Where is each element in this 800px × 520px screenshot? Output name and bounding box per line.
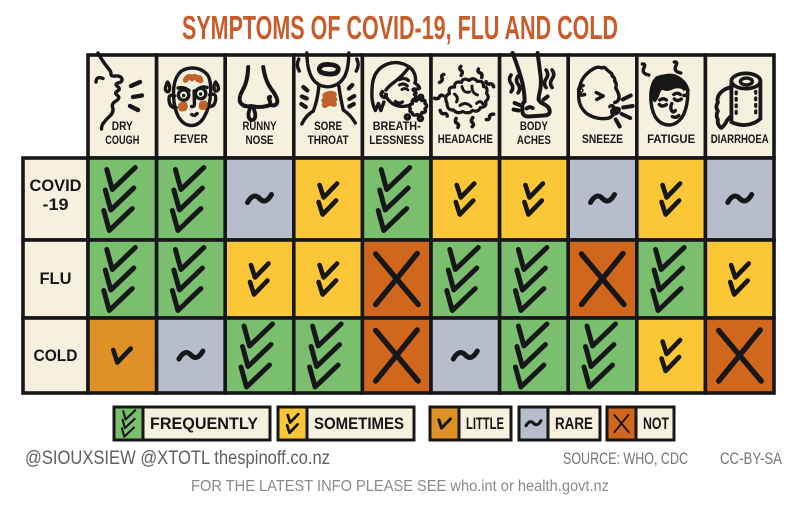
svg-text:SNEEZE: SNEEZE xyxy=(582,132,623,146)
svg-text:-19: -19 xyxy=(43,195,69,214)
svg-text:BREATH-: BREATH- xyxy=(373,119,421,133)
svg-text:CC-BY-SA: CC-BY-SA xyxy=(720,449,783,468)
svg-text:ACHES: ACHES xyxy=(517,133,551,147)
svg-text:FEVER: FEVER xyxy=(174,132,208,146)
svg-text:RUNNY: RUNNY xyxy=(243,119,277,133)
svg-text:HEADACHE: HEADACHE xyxy=(438,132,493,146)
svg-text:FREQUENTLY: FREQUENTLY xyxy=(150,415,258,433)
svg-text:BODY: BODY xyxy=(520,119,548,133)
svg-text:DRY: DRY xyxy=(112,119,133,133)
svg-text:DIARRHOEA: DIARRHOEA xyxy=(711,132,769,146)
svg-text:COLD: COLD xyxy=(34,346,78,365)
svg-text:SYMPTOMS OF COVID-19, FLU AND: SYMPTOMS OF COVID-19, FLU AND COLD xyxy=(182,9,618,46)
svg-text:COVID: COVID xyxy=(30,176,82,195)
svg-text:@SIOUXSIEW @XTOTL thespinoff.c: @SIOUXSIEW @XTOTL thespinoff.co.nz xyxy=(25,448,330,469)
svg-text:FLU: FLU xyxy=(40,269,72,288)
svg-text:NOT: NOT xyxy=(643,415,669,433)
svg-text:NOSE: NOSE xyxy=(246,133,274,147)
svg-text:THROAT: THROAT xyxy=(308,133,350,147)
svg-text:LITTLE: LITTLE xyxy=(466,415,504,433)
svg-text:LESSNESS: LESSNESS xyxy=(369,133,424,147)
svg-text:SOMETIMES: SOMETIMES xyxy=(314,415,404,433)
svg-text:RARE: RARE xyxy=(555,415,593,433)
svg-text:SORE: SORE xyxy=(314,119,342,133)
svg-text:SOURCE: WHO, CDC: SOURCE: WHO, CDC xyxy=(563,449,688,468)
svg-text:COUGH: COUGH xyxy=(105,133,139,147)
svg-text:FOR THE LATEST INFO PLEASE SEE: FOR THE LATEST INFO PLEASE SEE who.int o… xyxy=(191,478,609,495)
svg-text:FATIGUE: FATIGUE xyxy=(647,132,695,146)
